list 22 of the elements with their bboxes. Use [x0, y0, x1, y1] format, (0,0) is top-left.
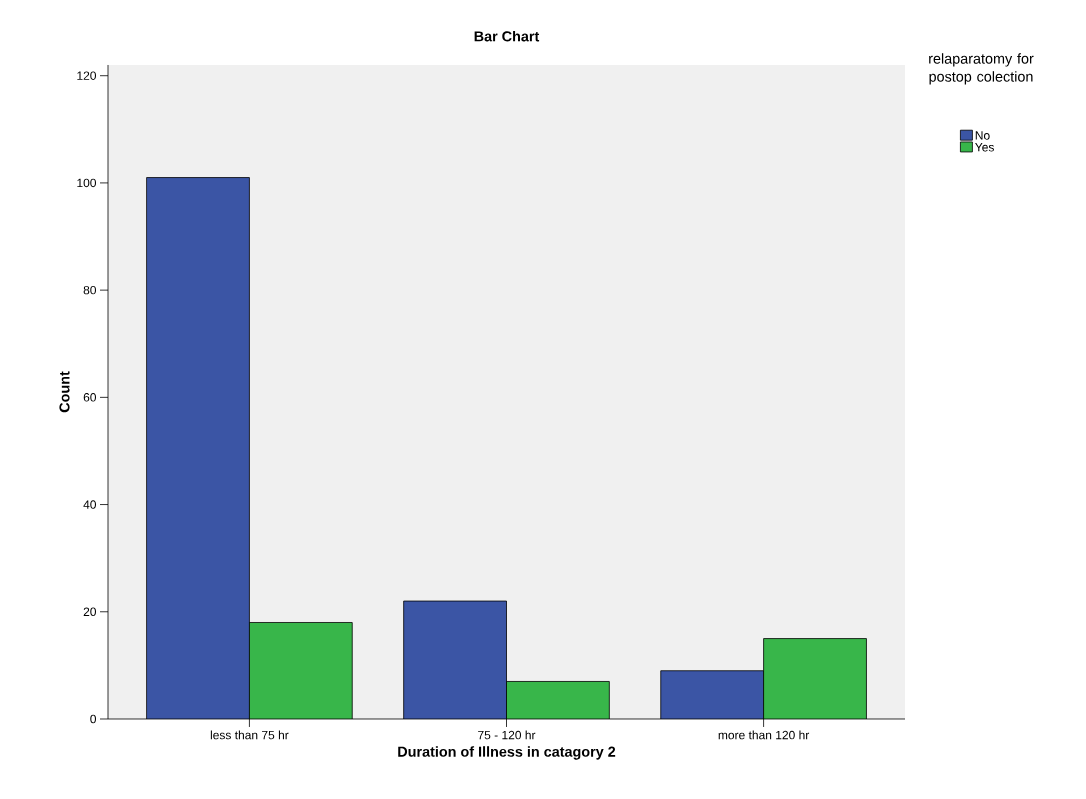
- y-tick-label: 0: [90, 714, 97, 724]
- x-tick-label: 75 - 120 hr: [478, 730, 536, 740]
- y-tick-label: 80: [83, 285, 97, 295]
- chart-title: Bar Chart: [474, 30, 540, 42]
- x-tick-label: more than 120 hr: [718, 730, 810, 740]
- y-tick-label: 60: [83, 393, 97, 402]
- bar: [146, 177, 250, 719]
- y-axis-title: Count: [59, 371, 70, 413]
- y-tick-label: 20: [83, 607, 97, 617]
- legend-label: No: [975, 131, 990, 140]
- bar: [660, 670, 764, 719]
- x-tick-label: less than 75 hr: [210, 730, 289, 740]
- legend-title: relaparatomy for postop colection: [929, 53, 1034, 85]
- y-tick-label: 120: [77, 71, 97, 80]
- bar: [249, 622, 353, 719]
- y-tick-label: 40: [83, 500, 97, 509]
- x-axis-title: Duration of Illness in catagory 2: [398, 746, 616, 760]
- bar: [506, 681, 610, 719]
- bar: [763, 638, 867, 719]
- bar: [403, 601, 507, 719]
- y-tick-label: 100: [77, 178, 97, 188]
- legend-label: Yes: [975, 143, 994, 152]
